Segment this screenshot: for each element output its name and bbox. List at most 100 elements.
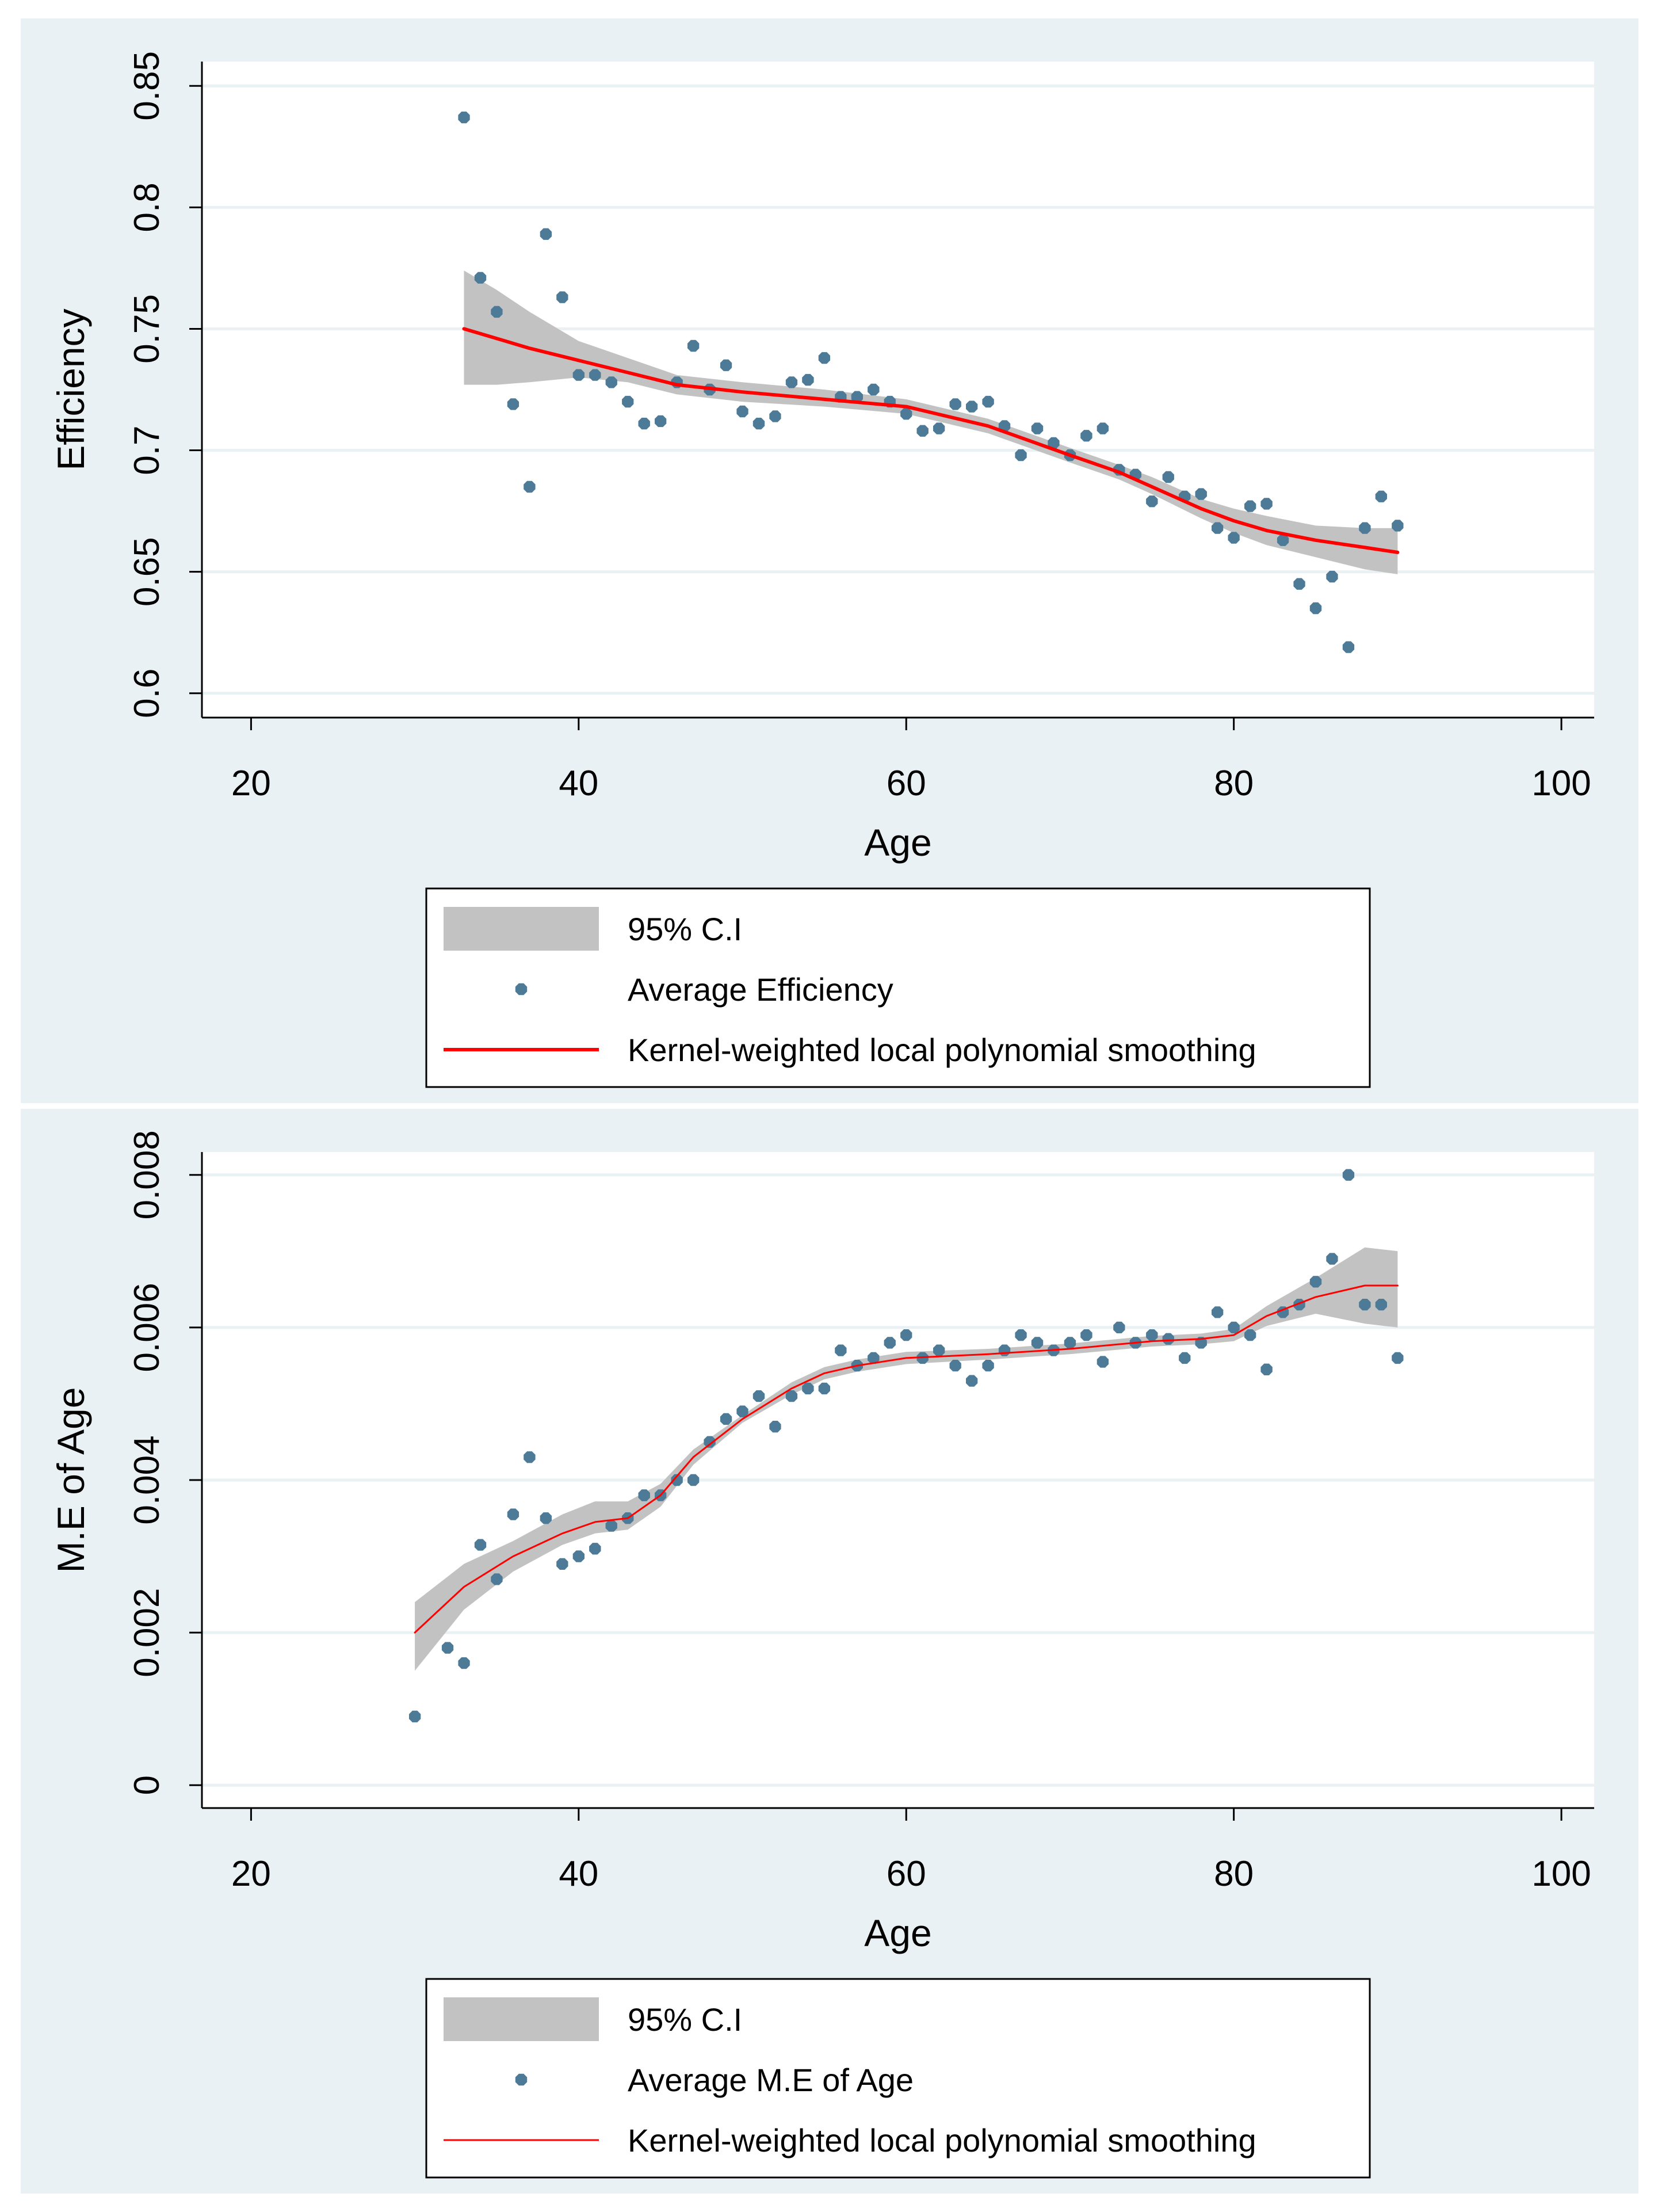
data-point <box>1162 1333 1174 1345</box>
data-point <box>622 395 634 408</box>
data-point <box>1359 522 1371 534</box>
data-point <box>638 417 650 430</box>
data-point <box>589 1543 601 1555</box>
data-point <box>1031 422 1044 434</box>
data-point <box>474 1539 487 1551</box>
data-point <box>720 1413 732 1425</box>
legend: 95% C.I Average Efficiency Kernel-weighted… <box>425 887 1371 1088</box>
data-point <box>507 1508 519 1520</box>
data-point <box>441 1642 454 1654</box>
data-point <box>605 1520 617 1532</box>
y-tick-label: 0.006 <box>127 1283 167 1372</box>
data-point <box>1195 488 1207 500</box>
legend-label: Kernel-weighted local polynomial smoothi… <box>628 2122 1256 2158</box>
data-point <box>1015 449 1027 462</box>
data-point <box>1015 1329 1027 1341</box>
y-axis-title: M.E of Age <box>49 1387 92 1573</box>
data-point <box>949 1360 961 1372</box>
data-point <box>1260 1363 1273 1375</box>
data-point <box>736 405 748 418</box>
y-tick-label: 0.7 <box>127 425 167 475</box>
x-axis-title: Age <box>864 1912 931 1954</box>
data-point <box>1260 498 1273 510</box>
data-point <box>458 111 470 124</box>
data-point <box>1392 520 1404 532</box>
data-point <box>802 1382 814 1395</box>
data-point <box>589 369 601 381</box>
data-point <box>572 369 584 381</box>
x-tick-label: 60 <box>887 1854 926 1894</box>
data-point <box>556 1558 568 1570</box>
y-tick-label: 0.85 <box>127 51 167 121</box>
data-point <box>802 373 814 386</box>
data-point <box>1113 1321 1125 1333</box>
data-point <box>900 1329 912 1341</box>
data-point <box>1179 1352 1191 1364</box>
data-point <box>572 1550 584 1562</box>
smoothing-line <box>462 327 1400 554</box>
data-point <box>1359 1299 1371 1311</box>
y-tick-label: 0.6 <box>127 669 167 718</box>
me-of-age-chart: 0 0.002 0.004 0.006 0.008 20 40 60 80 100 Age M.E o… <box>49 1130 1594 2179</box>
data-point <box>769 410 781 422</box>
data-point <box>1326 570 1338 583</box>
data-point <box>1309 1276 1322 1288</box>
data-point <box>1212 522 1224 534</box>
data-point <box>933 422 945 434</box>
data-point <box>1293 578 1305 590</box>
x-tick-label: 60 <box>887 764 926 803</box>
data-point <box>1146 1329 1158 1341</box>
data-point <box>868 1352 880 1364</box>
x-tick-label: 100 <box>1531 764 1591 803</box>
data-point <box>704 1436 716 1448</box>
data-point <box>1162 471 1174 483</box>
data-point <box>1097 1356 1109 1368</box>
y-axis-title: Efficiency <box>49 308 92 470</box>
data-point <box>524 480 536 493</box>
data-point <box>752 1390 765 1402</box>
legend-key-marker <box>515 983 528 996</box>
legend-key-ci <box>444 907 599 951</box>
x-tick-label: 80 <box>1214 764 1254 803</box>
data-point <box>1277 534 1289 546</box>
confidence-band <box>415 1247 1398 1671</box>
data-point <box>540 228 552 240</box>
legend-key-marker <box>515 2073 528 2086</box>
data-point <box>556 291 568 303</box>
data-point <box>671 1474 683 1486</box>
y-tick-label: 0.002 <box>127 1588 167 1677</box>
data-point <box>818 1382 830 1395</box>
data-point <box>884 1337 896 1349</box>
data-point <box>1309 602 1322 615</box>
data-point <box>540 1512 552 1524</box>
data-point <box>524 1451 536 1463</box>
x-tick-label: 100 <box>1531 1854 1591 1894</box>
x-tick-label: 40 <box>559 764 598 803</box>
y-tick-label: 0.8 <box>127 182 167 232</box>
efficiency-chart: 0.6 0.65 0.7 0.75 0.8 0.85 20 40 60 80 100 Age Effic… <box>49 51 1594 1088</box>
data-point <box>1080 430 1092 442</box>
data-point <box>998 420 1011 432</box>
data-point <box>720 359 732 371</box>
legend-label: Kernel-weighted local polynomial smoothi… <box>628 1032 1256 1068</box>
data-point <box>1244 1329 1256 1341</box>
data-point <box>1097 422 1109 434</box>
data-point <box>605 376 617 388</box>
y-tick-label: 0.004 <box>127 1435 167 1524</box>
data-point <box>982 395 994 408</box>
data-point <box>687 340 700 352</box>
data-point <box>785 376 798 388</box>
legend-key-ci <box>444 1997 599 2041</box>
y-tick-label: 0.008 <box>127 1130 167 1219</box>
data-point <box>1326 1253 1338 1265</box>
data-point <box>1048 437 1060 449</box>
data-point <box>785 1390 798 1402</box>
data-point <box>1031 1337 1044 1349</box>
data-point <box>1212 1306 1224 1318</box>
data-point <box>491 1573 503 1585</box>
data-point <box>458 1657 470 1669</box>
data-point <box>949 398 961 410</box>
data-point <box>1342 1169 1355 1181</box>
legend-label: Average Efficiency <box>628 971 893 1008</box>
data-point <box>966 1375 978 1387</box>
